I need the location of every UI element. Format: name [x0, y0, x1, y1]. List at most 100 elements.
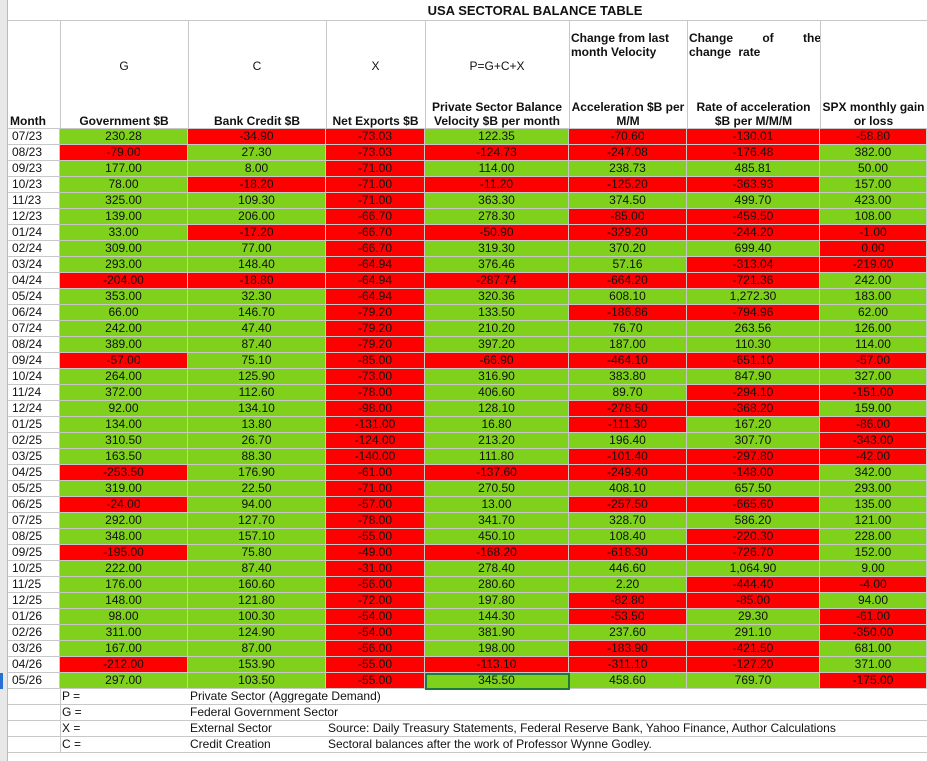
- formula-label: X: [371, 59, 380, 73]
- month-cell: 11/23: [8, 193, 60, 209]
- value-cell: 78.00: [60, 177, 188, 193]
- value-cell: 13.80: [188, 417, 326, 433]
- value-cell: 134.00: [60, 417, 188, 433]
- value-cell: -726.70: [687, 545, 820, 561]
- value-cell: 27.30: [188, 145, 326, 161]
- value-cell: -111.30: [569, 417, 687, 433]
- legend-symbol: G =: [62, 705, 82, 719]
- value-cell: 681.00: [820, 641, 927, 657]
- value-cell: -11.20: [425, 177, 569, 193]
- value-cell: 110.30: [687, 337, 820, 353]
- value-cell: 242.00: [820, 273, 927, 289]
- value-cell: 112.60: [188, 385, 326, 401]
- month-cell: 11/24: [8, 385, 60, 401]
- legend-text: External Sector: [190, 721, 273, 735]
- formula-label: P=G+C+X: [469, 59, 525, 73]
- column-line: [60, 689, 61, 753]
- value-cell: -54.00: [326, 625, 425, 641]
- value-cell: -204.00: [60, 273, 188, 289]
- value-cell: -253.50: [60, 465, 188, 481]
- value-cell: -175.00: [820, 673, 927, 689]
- value-cell: 423.00: [820, 193, 927, 209]
- value-cell: 177.00: [60, 161, 188, 177]
- value-cell: -66.70: [326, 225, 425, 241]
- value-cell: 381.90: [425, 625, 569, 641]
- value-cell: 16.80: [425, 417, 569, 433]
- value-cell: -57.00: [326, 497, 425, 513]
- value-cell: -79.20: [326, 337, 425, 353]
- value-cell: 210.20: [425, 321, 569, 337]
- column-line: [569, 20, 570, 130]
- value-cell: -66.90: [425, 353, 569, 369]
- value-cell: 29.30: [687, 609, 820, 625]
- value-cell: 213.20: [425, 433, 569, 449]
- value-cell: 139.00: [60, 209, 188, 225]
- value-cell: -34.90: [188, 129, 326, 145]
- value-cell: 348.00: [60, 529, 188, 545]
- value-cell: 319.30: [425, 241, 569, 257]
- value-cell: 98.00: [60, 609, 188, 625]
- value-cell: 94.00: [820, 593, 927, 609]
- value-cell: 2.20: [569, 577, 687, 593]
- value-cell: 353.00: [60, 289, 188, 305]
- value-cell: 100.30: [188, 609, 326, 625]
- value-cell: -85.00: [569, 209, 687, 225]
- value-cell: 847.90: [687, 369, 820, 385]
- value-cell: -82.80: [569, 593, 687, 609]
- value-cell: 309.00: [60, 241, 188, 257]
- row-line: [8, 752, 927, 753]
- value-cell: 148.00: [60, 593, 188, 609]
- value-cell: -4.00: [820, 577, 927, 593]
- selected-cell[interactable]: [425, 673, 570, 690]
- month-cell: 05/26: [8, 673, 60, 689]
- value-cell: 293.00: [60, 257, 188, 273]
- value-cell: -168.20: [425, 545, 569, 561]
- month-cell: 02/24: [8, 241, 60, 257]
- value-cell: 376.46: [425, 257, 569, 273]
- legend-text: Credit Creation: [190, 737, 271, 751]
- month-cell: 06/25: [8, 497, 60, 513]
- value-cell: -18.80: [188, 273, 326, 289]
- value-cell: -17.20: [188, 225, 326, 241]
- value-cell: 89.70: [569, 385, 687, 401]
- value-cell: -70.60: [569, 129, 687, 145]
- value-cell: 293.00: [820, 481, 927, 497]
- row-line: [8, 20, 927, 21]
- month-cell: 08/23: [8, 145, 60, 161]
- value-cell: 450.10: [425, 529, 569, 545]
- value-cell: -73.00: [326, 369, 425, 385]
- column-line: [60, 20, 61, 130]
- value-cell: 499.70: [687, 193, 820, 209]
- value-cell: -66.70: [326, 241, 425, 257]
- value-cell: 75.80: [188, 545, 326, 561]
- value-cell: 383.80: [569, 369, 687, 385]
- column-header: Government $B: [79, 114, 169, 128]
- value-cell: 320.36: [425, 289, 569, 305]
- value-cell: -313.04: [687, 257, 820, 273]
- value-cell: -79.00: [60, 145, 188, 161]
- row-header-strip: [0, 0, 8, 761]
- value-cell: 108.00: [820, 209, 927, 225]
- value-cell: 133.50: [425, 305, 569, 321]
- value-cell: -61.00: [820, 609, 927, 625]
- month-cell: 12/23: [8, 209, 60, 225]
- value-cell: 87.40: [188, 561, 326, 577]
- value-cell: 50.00: [820, 161, 927, 177]
- value-cell: -176.48: [687, 145, 820, 161]
- row-line: [8, 128, 927, 129]
- value-cell: -249.40: [569, 465, 687, 481]
- legend-symbol: P =: [62, 689, 81, 703]
- value-cell: 157.10: [188, 529, 326, 545]
- value-cell: -664.20: [569, 273, 687, 289]
- column-header: Month: [10, 114, 46, 128]
- value-cell: -18.20: [188, 177, 326, 193]
- value-cell: 159.00: [820, 401, 927, 417]
- value-cell: -31.00: [326, 561, 425, 577]
- value-cell: -54.00: [326, 609, 425, 625]
- month-cell: 06/24: [8, 305, 60, 321]
- value-cell: -125.20: [569, 177, 687, 193]
- value-cell: 446.60: [569, 561, 687, 577]
- value-cell: 382.00: [820, 145, 927, 161]
- value-cell: -72.00: [326, 593, 425, 609]
- value-cell: 22.50: [188, 481, 326, 497]
